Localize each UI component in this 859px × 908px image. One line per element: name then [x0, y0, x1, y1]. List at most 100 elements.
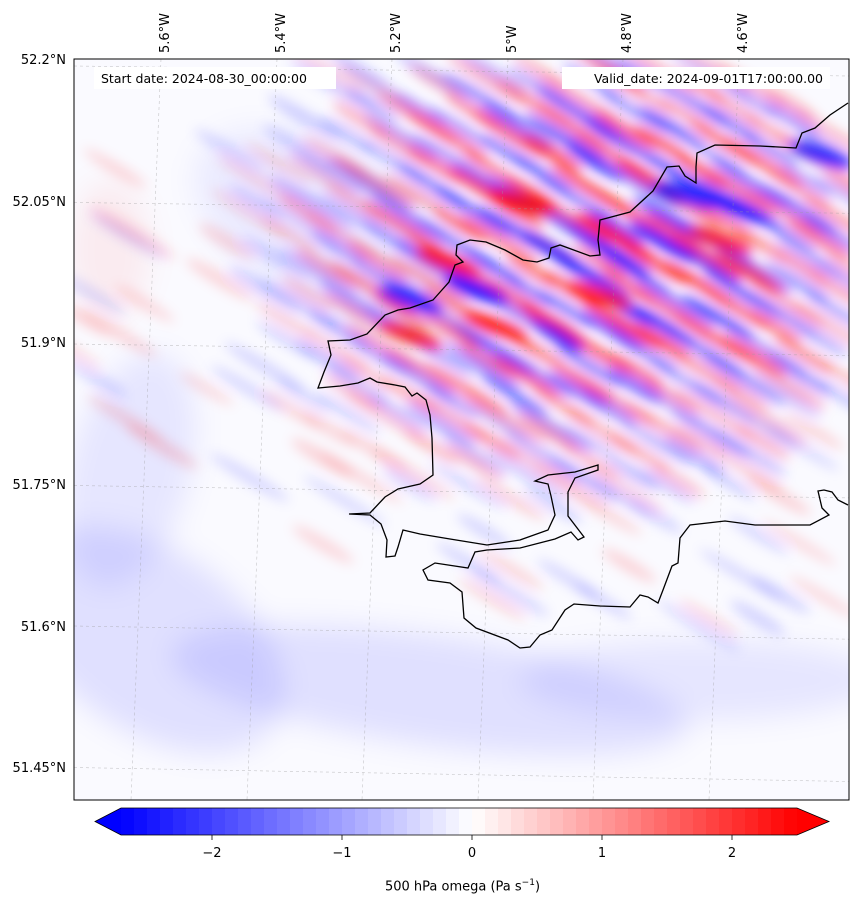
- colorbar-segment: [316, 808, 330, 835]
- field-band: [607, 456, 660, 490]
- field-band: [517, 412, 580, 452]
- field-band: [787, 219, 849, 261]
- field-band: [384, 175, 449, 215]
- field-band: [276, 378, 331, 412]
- colorbar-extend-max: [797, 808, 829, 835]
- field-band: [678, 599, 739, 637]
- field-band: [665, 327, 748, 378]
- field-band: [818, 360, 849, 406]
- field-band: [673, 389, 755, 439]
- field-band: [597, 192, 668, 236]
- field-band: [314, 392, 381, 433]
- colorbar-segment: [654, 808, 668, 835]
- colorbar-ticks: −2 −1 0 1 2: [202, 835, 736, 861]
- field-band: [621, 242, 689, 284]
- start-date-box: [94, 67, 336, 89]
- colorbar-segment: [381, 808, 395, 835]
- field-band: [339, 356, 392, 389]
- latitude-labels: 52.2°N 52.05°N 51.9°N 51.75°N 51.6°N 51.…: [13, 53, 66, 776]
- colorbar-segments: [121, 808, 798, 835]
- field-band: [651, 463, 706, 498]
- field-band: [125, 423, 198, 469]
- field-band: [784, 412, 844, 450]
- field-band: [347, 242, 410, 281]
- colorbar-segment: [602, 808, 616, 835]
- field-band: [269, 176, 355, 229]
- field-band: [456, 514, 512, 549]
- valid-date-box: [562, 67, 830, 89]
- field-band: [363, 112, 438, 159]
- field-blob: [74, 526, 284, 754]
- field-band: [587, 464, 665, 513]
- gridlines: [74, 59, 849, 800]
- field-band: [534, 173, 620, 225]
- field-band: [478, 549, 544, 590]
- colorbar-extend-min: [95, 808, 121, 835]
- field-band: [310, 229, 367, 265]
- field-band: [256, 321, 318, 359]
- field-band: [367, 394, 428, 432]
- field-band: [747, 371, 822, 418]
- colorbar-segment: [173, 808, 187, 835]
- colorbar-segment: [732, 808, 746, 835]
- field-band: [704, 169, 779, 215]
- field-band: [742, 132, 799, 168]
- field-band: [639, 107, 706, 149]
- colorbar-segment: [784, 808, 798, 835]
- colorbar-segment: [576, 808, 590, 835]
- field-band: [186, 258, 255, 301]
- field-band: [459, 342, 518, 379]
- colorbar-segment: [550, 808, 564, 835]
- field-band: [811, 258, 849, 310]
- field-band: [445, 444, 504, 481]
- field-band: [292, 525, 354, 564]
- field-band: [790, 301, 849, 349]
- field-band: [555, 344, 623, 387]
- field-core: [462, 312, 528, 340]
- lon-label: 5°W: [505, 25, 520, 53]
- colorbar-segment: [537, 808, 551, 835]
- lon-gridline: [246, 59, 278, 800]
- colorbar-segment: [329, 808, 343, 835]
- field-band: [403, 428, 460, 464]
- field-blob: [520, 640, 849, 720]
- field-band: [502, 274, 555, 307]
- colorbar-segment: [264, 808, 278, 835]
- field-band: [668, 240, 742, 286]
- field-band: [199, 223, 255, 259]
- colorbar-segment: [745, 808, 759, 835]
- colorbar-label: 500 hPa omega (Pa s−1): [384, 878, 541, 895]
- lon-label: 5.4°W: [274, 13, 289, 53]
- colorbar-segment: [758, 808, 772, 835]
- field-band: [407, 110, 488, 160]
- colorbar-segment: [277, 808, 291, 835]
- field-band: [425, 383, 480, 418]
- field-band: [268, 95, 341, 140]
- field-band: [388, 255, 471, 306]
- field-band: [458, 578, 527, 620]
- field-band: [325, 365, 389, 405]
- colorbar-segment: [147, 808, 161, 835]
- field-band: [382, 467, 437, 502]
- field-band: [598, 89, 669, 133]
- colorbar-segment: [251, 808, 265, 835]
- colorbar-segment: [771, 808, 785, 835]
- colorbar: −2 −1 0 1 2: [94, 807, 831, 861]
- field-band: [713, 375, 769, 411]
- field-band: [442, 434, 508, 475]
- lon-gridline: [592, 59, 624, 800]
- field-band: [74, 360, 127, 397]
- field-band: [295, 248, 358, 288]
- lat-label: 51.9°N: [21, 336, 66, 351]
- field-band: [262, 125, 335, 170]
- field-band: [409, 65, 464, 99]
- field-band: [823, 169, 849, 211]
- field-band: [430, 462, 508, 510]
- field-band: [546, 248, 631, 301]
- field-band: [325, 158, 411, 211]
- field-band: [522, 134, 583, 172]
- field-core: [377, 321, 443, 349]
- field-band: [89, 212, 165, 259]
- field-band: [74, 299, 111, 336]
